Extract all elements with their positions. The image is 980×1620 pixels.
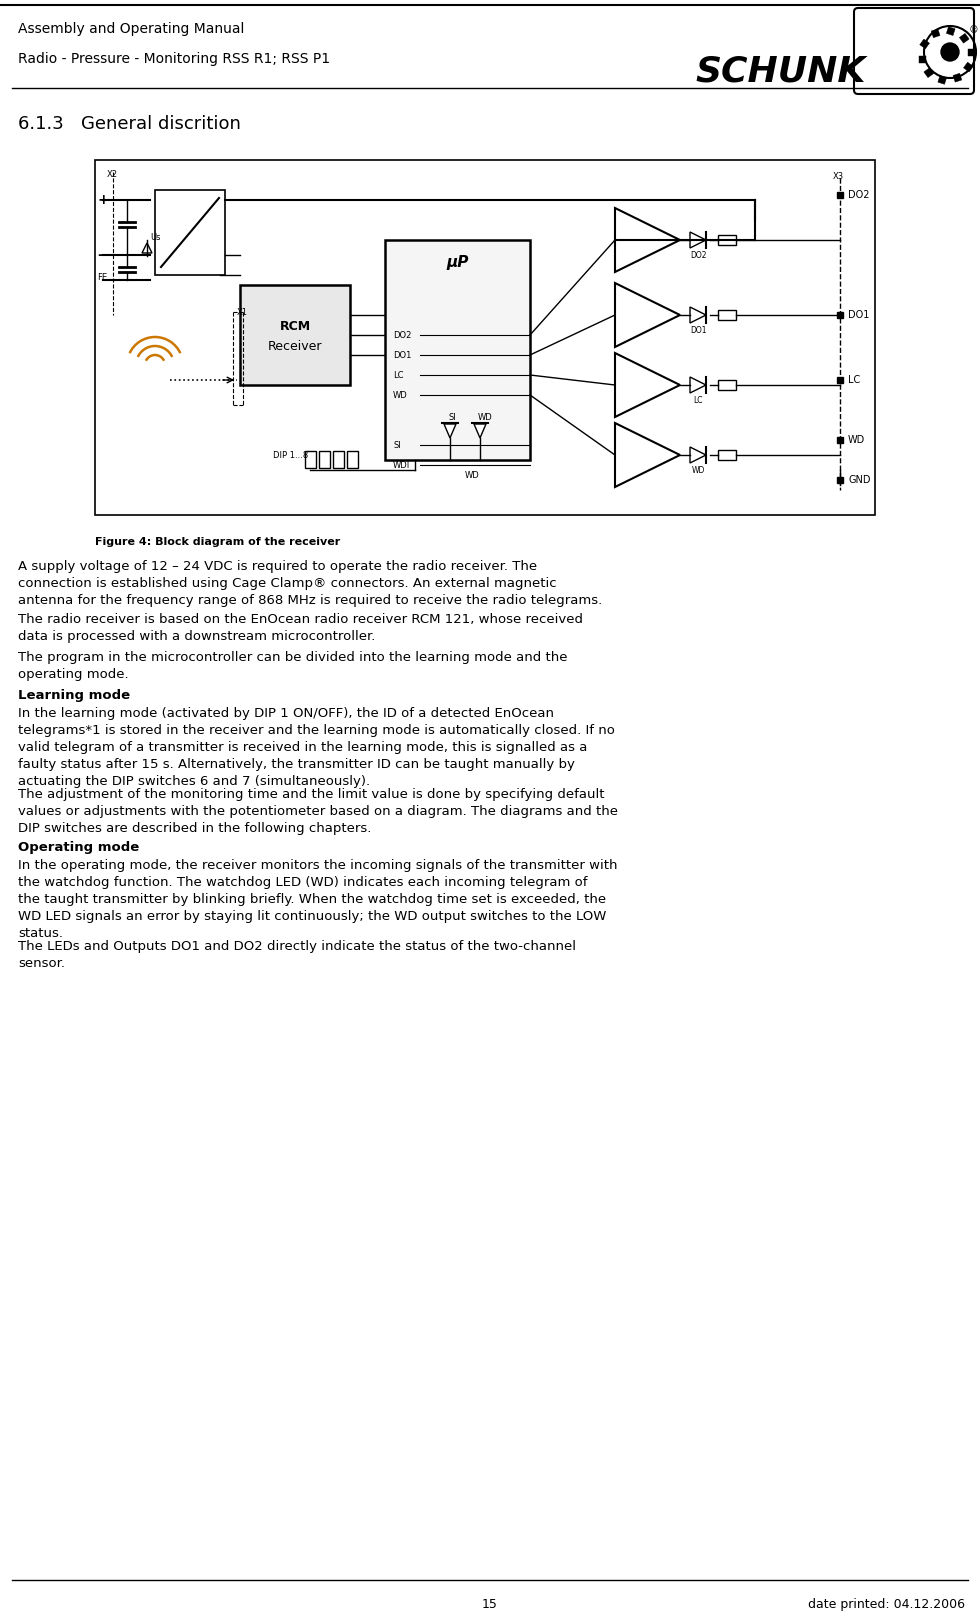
Bar bbox=[947, 26, 956, 36]
Bar bbox=[95, 160, 875, 515]
Text: DO2: DO2 bbox=[848, 190, 869, 199]
Bar bbox=[240, 285, 350, 386]
Text: The LEDs and Outputs DO1 and DO2 directly indicate the status of the two-channel: The LEDs and Outputs DO1 and DO2 directl… bbox=[18, 940, 576, 970]
Text: 15: 15 bbox=[482, 1597, 498, 1610]
Text: Learning mode: Learning mode bbox=[18, 688, 130, 701]
Text: DO1: DO1 bbox=[848, 309, 869, 321]
Text: WD: WD bbox=[465, 470, 480, 480]
Text: µP: µP bbox=[446, 254, 468, 269]
Text: -: - bbox=[97, 248, 103, 262]
Text: A supply voltage of 12 – 24 VDC is required to operate the radio receiver. The
c: A supply voltage of 12 – 24 VDC is requi… bbox=[18, 561, 603, 608]
Bar bbox=[718, 381, 736, 390]
Bar bbox=[953, 73, 961, 83]
Polygon shape bbox=[474, 424, 486, 437]
Bar bbox=[920, 39, 929, 49]
Text: RCM: RCM bbox=[279, 321, 311, 334]
Text: SCHUNK: SCHUNK bbox=[695, 55, 865, 89]
Text: X3: X3 bbox=[833, 172, 844, 181]
Text: Us: Us bbox=[150, 233, 161, 243]
Text: LC: LC bbox=[848, 374, 860, 386]
Text: DIP 1...8: DIP 1...8 bbox=[273, 450, 309, 460]
Text: Operating mode: Operating mode bbox=[18, 841, 139, 854]
Bar bbox=[155, 190, 225, 275]
Text: DO1: DO1 bbox=[690, 326, 707, 335]
Bar bbox=[718, 450, 736, 460]
Text: 6.1.3   General discrition: 6.1.3 General discrition bbox=[18, 115, 241, 133]
Text: The radio receiver is based on the EnOcean radio receiver RCM 121, whose receive: The radio receiver is based on the EnOce… bbox=[18, 612, 583, 643]
Text: WD: WD bbox=[848, 436, 865, 446]
Bar bbox=[385, 240, 530, 460]
Text: Radio - Pressure - Monitoring RSS R1; RSS P1: Radio - Pressure - Monitoring RSS R1; RS… bbox=[18, 52, 330, 66]
Text: LC: LC bbox=[693, 395, 703, 405]
Bar bbox=[918, 55, 925, 63]
Text: Figure 4: Block diagram of the receiver: Figure 4: Block diagram of the receiver bbox=[95, 536, 340, 548]
Text: WD: WD bbox=[393, 390, 408, 400]
Text: Assembly and Operating Manual: Assembly and Operating Manual bbox=[18, 23, 244, 36]
Text: X1: X1 bbox=[237, 308, 248, 318]
Polygon shape bbox=[142, 243, 152, 253]
Text: FE: FE bbox=[97, 274, 107, 282]
Text: In the operating mode, the receiver monitors the incoming signals of the transmi: In the operating mode, the receiver moni… bbox=[18, 859, 617, 940]
Text: DO2: DO2 bbox=[393, 330, 412, 340]
Text: WD: WD bbox=[691, 467, 705, 475]
Bar bbox=[333, 450, 344, 468]
Bar bbox=[963, 62, 973, 71]
Bar bbox=[924, 68, 934, 78]
Text: Receiver: Receiver bbox=[268, 340, 322, 353]
Polygon shape bbox=[615, 423, 680, 488]
Polygon shape bbox=[690, 447, 706, 463]
Text: +: + bbox=[97, 193, 109, 207]
Polygon shape bbox=[444, 424, 456, 437]
Text: X2: X2 bbox=[107, 170, 118, 178]
Text: The adjustment of the monitoring time and the limit value is done by specifying : The adjustment of the monitoring time an… bbox=[18, 787, 618, 836]
Circle shape bbox=[941, 44, 959, 62]
Text: GND: GND bbox=[848, 475, 870, 484]
Bar bbox=[718, 309, 736, 321]
Text: SI: SI bbox=[448, 413, 456, 423]
Polygon shape bbox=[690, 377, 706, 394]
Text: DO2: DO2 bbox=[690, 251, 707, 259]
Bar bbox=[959, 34, 969, 44]
Bar bbox=[305, 450, 316, 468]
Text: WDI: WDI bbox=[393, 460, 411, 470]
Text: The program in the microcontroller can be divided into the learning mode and the: The program in the microcontroller can b… bbox=[18, 651, 567, 680]
Polygon shape bbox=[615, 353, 680, 416]
Polygon shape bbox=[615, 284, 680, 347]
Bar bbox=[347, 450, 358, 468]
Bar bbox=[967, 49, 974, 55]
Text: ®: ® bbox=[969, 24, 979, 36]
Text: SI: SI bbox=[393, 441, 401, 449]
Text: date printed: 04.12.2006: date printed: 04.12.2006 bbox=[808, 1597, 965, 1610]
Polygon shape bbox=[690, 232, 706, 248]
Text: In the learning mode (activated by DIP 1 ON/OFF), the ID of a detected EnOcean
t: In the learning mode (activated by DIP 1… bbox=[18, 706, 614, 789]
Polygon shape bbox=[615, 207, 680, 272]
Bar bbox=[319, 450, 330, 468]
Polygon shape bbox=[690, 308, 706, 322]
Text: WD: WD bbox=[478, 413, 493, 423]
Text: DO1: DO1 bbox=[393, 350, 412, 360]
Text: LC: LC bbox=[393, 371, 404, 379]
Bar bbox=[931, 29, 940, 37]
Bar bbox=[938, 76, 947, 84]
Bar bbox=[718, 235, 736, 245]
